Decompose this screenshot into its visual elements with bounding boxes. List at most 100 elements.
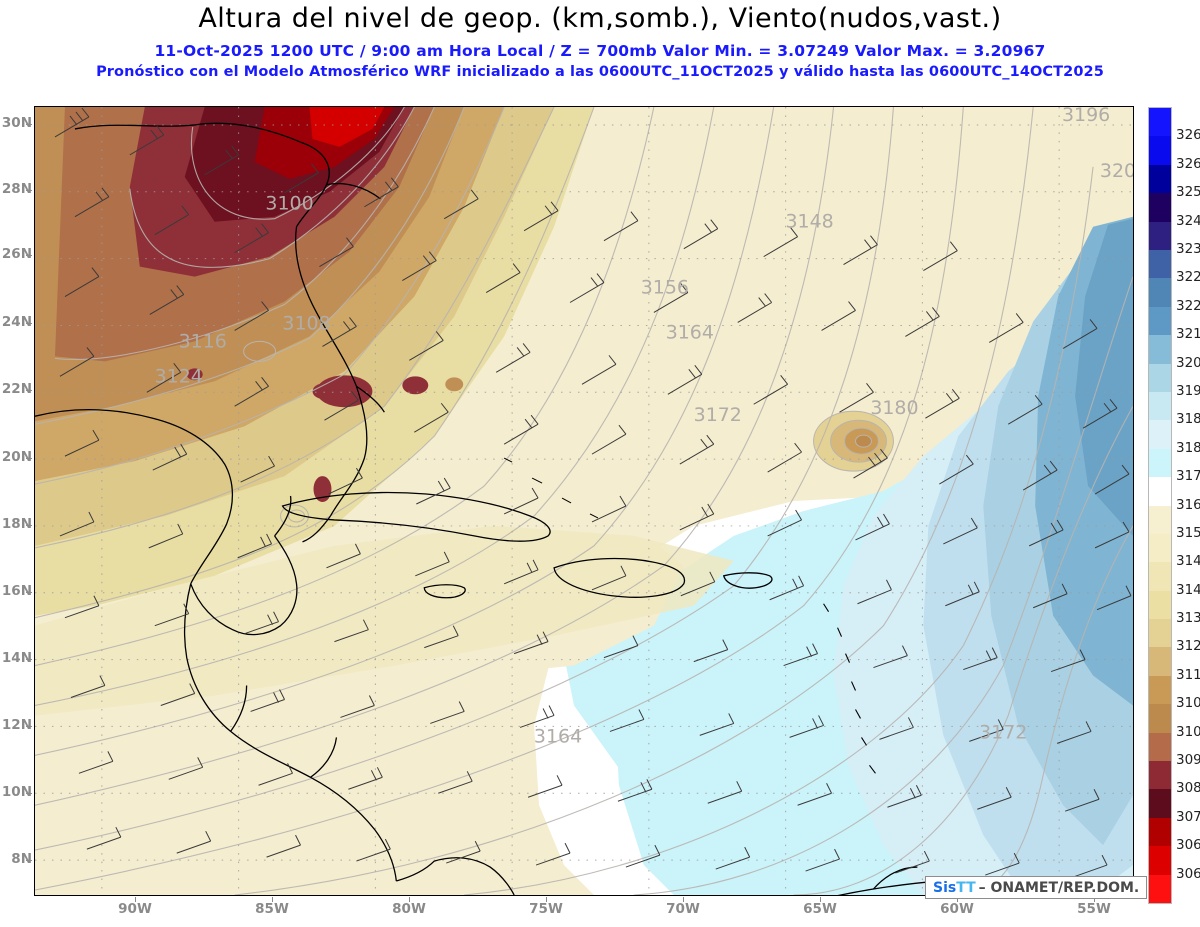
contour-label: 3172 [979, 721, 1027, 743]
contour-label: 3196 [1062, 107, 1110, 126]
contour-label: 3100 [265, 193, 313, 215]
lon-tick-mark [1094, 897, 1095, 902]
map-plot-area[interactable]: 3196 3204 3148 3100 3156 3164 3108 3116 3124 3172… [34, 106, 1134, 896]
lat-tick-mark [26, 390, 32, 391]
colorbar-tick-label: 3164 [1176, 496, 1200, 513]
colorbar-tick-label: 3212 [1176, 326, 1200, 343]
contour-label: 3164 [666, 321, 714, 343]
contour-label: 3164 [534, 725, 582, 747]
contour-label: 3148 [785, 211, 833, 233]
colorbar-swatch[interactable] [1149, 675, 1171, 705]
colorbar-tick-label: 3196 [1176, 382, 1200, 399]
lat-tick-mark [26, 255, 32, 256]
colorbar-swatch[interactable] [1149, 647, 1171, 677]
colorbar-swatch[interactable] [1149, 761, 1171, 790]
lon-tick-label: 85W [255, 901, 289, 917]
colorbar-tick-label: 3172 [1176, 468, 1200, 485]
colorbar-swatch[interactable] [1149, 533, 1171, 563]
colorbar-swatch[interactable] [1149, 505, 1171, 535]
colorbar-swatch[interactable] [1149, 846, 1171, 876]
contour-label: 3124 [155, 365, 203, 387]
colorbar-swatch[interactable] [1149, 221, 1171, 251]
cell-warm-c [402, 376, 429, 395]
lat-tick-mark [26, 793, 32, 794]
colorbar-tick-label: 3244 [1176, 212, 1200, 229]
lon-tick-label: 60W [940, 901, 974, 917]
lon-tick-mark [683, 897, 684, 902]
colorbar-tick-label: 3228 [1176, 269, 1200, 286]
map-canvas: 3196 3204 3148 3100 3156 3164 3108 3116 3124 3172… [35, 107, 1133, 895]
colorbar-swatch[interactable] [1149, 249, 1171, 279]
lon-tick-label: 70W [666, 901, 700, 917]
wind-barbs [54, 107, 1132, 878]
credit-sis-text: Sis [933, 879, 957, 896]
colorbar-swatch[interactable] [1149, 363, 1171, 393]
chart-subtitle-secondary: Pronóstico con el Modelo Atmosférico WRF… [96, 64, 1104, 80]
contour-label: 3204 [1100, 160, 1133, 182]
colorbar-swatch[interactable] [1149, 874, 1171, 904]
lat-tick-mark [26, 458, 32, 459]
credit-org-text: – ONAMET/REP.DOM. [978, 879, 1140, 896]
colorbar-swatch[interactable] [1149, 477, 1171, 506]
colorbar-swatch[interactable] [1149, 789, 1171, 819]
lat-tick-mark [26, 323, 32, 324]
colorbar-swatch[interactable] [1149, 335, 1171, 365]
contour-closed-cells [243, 340, 894, 528]
colorbar-tick-label: 3076 [1176, 808, 1200, 825]
credit-tt-text: TT [956, 879, 976, 896]
lon-tick-label: 75W [529, 901, 563, 917]
colorbar-swatch[interactable] [1149, 306, 1171, 336]
contour-label: 3116 [179, 330, 227, 352]
lon-tick-mark [409, 897, 410, 902]
colorbar-swatch[interactable] [1149, 108, 1171, 137]
colorbar-tick-label: 3068 [1176, 837, 1200, 854]
lat-tick-mark [26, 190, 32, 191]
colorbar[interactable] [1148, 107, 1172, 904]
lon-tick-mark [135, 897, 136, 902]
colorbar-swatch[interactable] [1149, 193, 1171, 223]
colorbar-swatch[interactable] [1149, 562, 1171, 592]
colorbar-swatch[interactable] [1149, 391, 1171, 421]
cell-warm-d [313, 476, 332, 502]
colorbar-swatch[interactable] [1149, 619, 1171, 648]
band-3068 [309, 107, 385, 147]
lon-tick-mark [546, 897, 547, 902]
lon-tick-mark [820, 897, 821, 902]
colorbar-tick-label: 3132 [1176, 610, 1200, 627]
colorbar-tick-label: 3180 [1176, 439, 1200, 456]
lat-tick-mark [26, 124, 32, 125]
colorbar-swatch[interactable] [1149, 704, 1171, 734]
colorbar-tick-label: 3124 [1176, 638, 1200, 655]
lon-tick-label: 65W [803, 901, 837, 917]
lon-tick-mark [957, 897, 958, 902]
cell-warm-e [186, 368, 203, 381]
colorbar-tick-label: 3268 [1176, 127, 1200, 144]
cell-warm-b [312, 383, 337, 400]
chart-header: Altura del nivel de geop. (km,somb.), Vi… [0, 0, 1200, 95]
colorbar-swatch[interactable] [1149, 732, 1171, 762]
colorbar-tick-label: 3156 [1176, 524, 1200, 541]
lon-tick-label: 55W [1077, 901, 1111, 917]
colorbar-swatch[interactable] [1149, 278, 1171, 308]
colorbar-tick-label: 3148 [1176, 553, 1200, 570]
colorbar-tick-label: 3140 [1176, 581, 1200, 598]
colorbar-swatch[interactable] [1149, 164, 1171, 194]
cell-warm-a [316, 375, 373, 408]
colorbar-tick-label: 3204 [1176, 354, 1200, 371]
band-3148 [35, 525, 734, 716]
colorbar-tick-label: 3100 [1176, 723, 1200, 740]
colorbar-tick-label: 3252 [1176, 184, 1200, 201]
colorbar-swatch[interactable] [1149, 590, 1171, 620]
lat-tick-mark [26, 525, 32, 526]
colorbar-swatch[interactable] [1149, 448, 1171, 478]
lat-tick-mark [26, 659, 32, 660]
contour-label: 3180 [870, 397, 918, 419]
colorbar-swatch[interactable] [1149, 136, 1171, 166]
colorbar-swatch[interactable] [1149, 420, 1171, 450]
colorbar-tick-label: 3084 [1176, 780, 1200, 797]
colorbar-tick-label: 3260 [1176, 155, 1200, 172]
page-title: Altura del nivel de geop. (km,somb.), Vi… [198, 3, 1002, 34]
colorbar-tick-label: 3060 [1176, 865, 1200, 882]
colorbar-swatch[interactable] [1149, 817, 1171, 847]
colorbar-tick-label: 3116 [1176, 666, 1200, 683]
